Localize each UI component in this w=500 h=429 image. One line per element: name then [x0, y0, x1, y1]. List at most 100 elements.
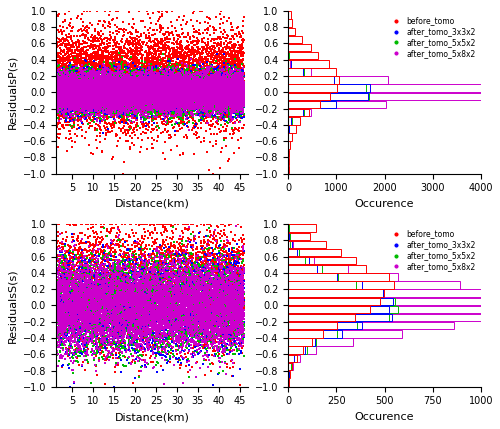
- Point: [107, 308, 115, 315]
- Point: [229, 309, 237, 316]
- Point: [234, 278, 241, 285]
- Point: [202, 221, 210, 227]
- Point: [58, 364, 66, 371]
- Point: [123, 357, 131, 364]
- Point: [238, 98, 246, 105]
- Point: [126, 328, 134, 335]
- Point: [126, 91, 134, 98]
- Point: [84, 78, 92, 85]
- Point: [176, 299, 184, 306]
- Point: [136, 94, 144, 100]
- Point: [70, 85, 78, 91]
- Point: [108, 121, 116, 128]
- Point: [216, 89, 224, 96]
- Point: [100, 101, 108, 108]
- Point: [170, 298, 178, 305]
- Point: [220, 55, 228, 62]
- Point: [76, 297, 84, 304]
- Point: [86, 85, 94, 92]
- Point: [121, 92, 129, 99]
- Point: [136, 256, 144, 263]
- Point: [130, 89, 138, 96]
- Point: [115, 83, 123, 90]
- Point: [106, 91, 114, 98]
- Point: [198, 102, 206, 109]
- Point: [111, 98, 119, 105]
- Point: [110, 308, 118, 315]
- Point: [176, 94, 184, 100]
- Point: [60, 300, 68, 307]
- Point: [156, 80, 164, 87]
- Point: [169, 86, 177, 93]
- Point: [78, 280, 86, 287]
- Point: [116, 86, 124, 93]
- Point: [104, 294, 112, 301]
- Point: [226, 289, 234, 296]
- Point: [90, 88, 98, 95]
- Point: [104, 272, 112, 278]
- Point: [194, 304, 202, 311]
- Point: [233, 309, 241, 316]
- Point: [71, 102, 79, 109]
- Point: [162, 85, 170, 92]
- Point: [190, 313, 198, 320]
- Point: [201, 289, 209, 296]
- Point: [66, 296, 74, 302]
- Point: [110, 75, 118, 82]
- Point: [181, 87, 189, 94]
- Point: [186, 101, 194, 108]
- Point: [185, 347, 193, 354]
- Point: [143, 104, 151, 111]
- Point: [212, 261, 220, 268]
- Point: [169, 87, 177, 94]
- Point: [162, 97, 170, 104]
- Point: [120, 266, 128, 272]
- Point: [68, 303, 76, 310]
- Point: [104, 60, 112, 67]
- Point: [194, 297, 202, 304]
- Point: [113, 94, 121, 100]
- Point: [152, 283, 160, 290]
- Point: [118, 254, 126, 260]
- Point: [142, 102, 150, 109]
- Point: [223, 286, 231, 293]
- Point: [194, 101, 202, 108]
- Point: [62, 312, 70, 319]
- Point: [235, 88, 243, 95]
- Point: [221, 71, 229, 78]
- Point: [199, 63, 207, 70]
- Point: [238, 324, 246, 331]
- Point: [174, 306, 182, 313]
- Point: [190, 89, 198, 96]
- Point: [130, 94, 138, 101]
- Point: [200, 99, 208, 106]
- Point: [174, 48, 182, 55]
- Point: [97, 317, 105, 324]
- Point: [128, 62, 136, 69]
- Point: [99, 322, 107, 329]
- Point: [232, 289, 240, 296]
- Point: [58, 77, 66, 84]
- Point: [104, 76, 112, 83]
- Point: [87, 92, 95, 99]
- Point: [110, 80, 118, 87]
- Point: [80, 91, 88, 97]
- Point: [196, 341, 204, 348]
- Point: [213, 307, 221, 314]
- Point: [141, 280, 149, 287]
- Point: [226, 91, 234, 98]
- Point: [135, 87, 143, 94]
- Point: [150, 82, 158, 89]
- Point: [136, 301, 143, 308]
- Point: [138, 94, 146, 101]
- Point: [156, 69, 164, 76]
- Point: [168, 69, 176, 76]
- Point: [144, 91, 152, 98]
- Point: [83, 326, 91, 332]
- Point: [205, 289, 213, 296]
- Point: [157, 288, 165, 295]
- Point: [151, 311, 159, 318]
- Point: [192, 84, 200, 91]
- Point: [192, 99, 200, 106]
- Point: [180, 87, 188, 94]
